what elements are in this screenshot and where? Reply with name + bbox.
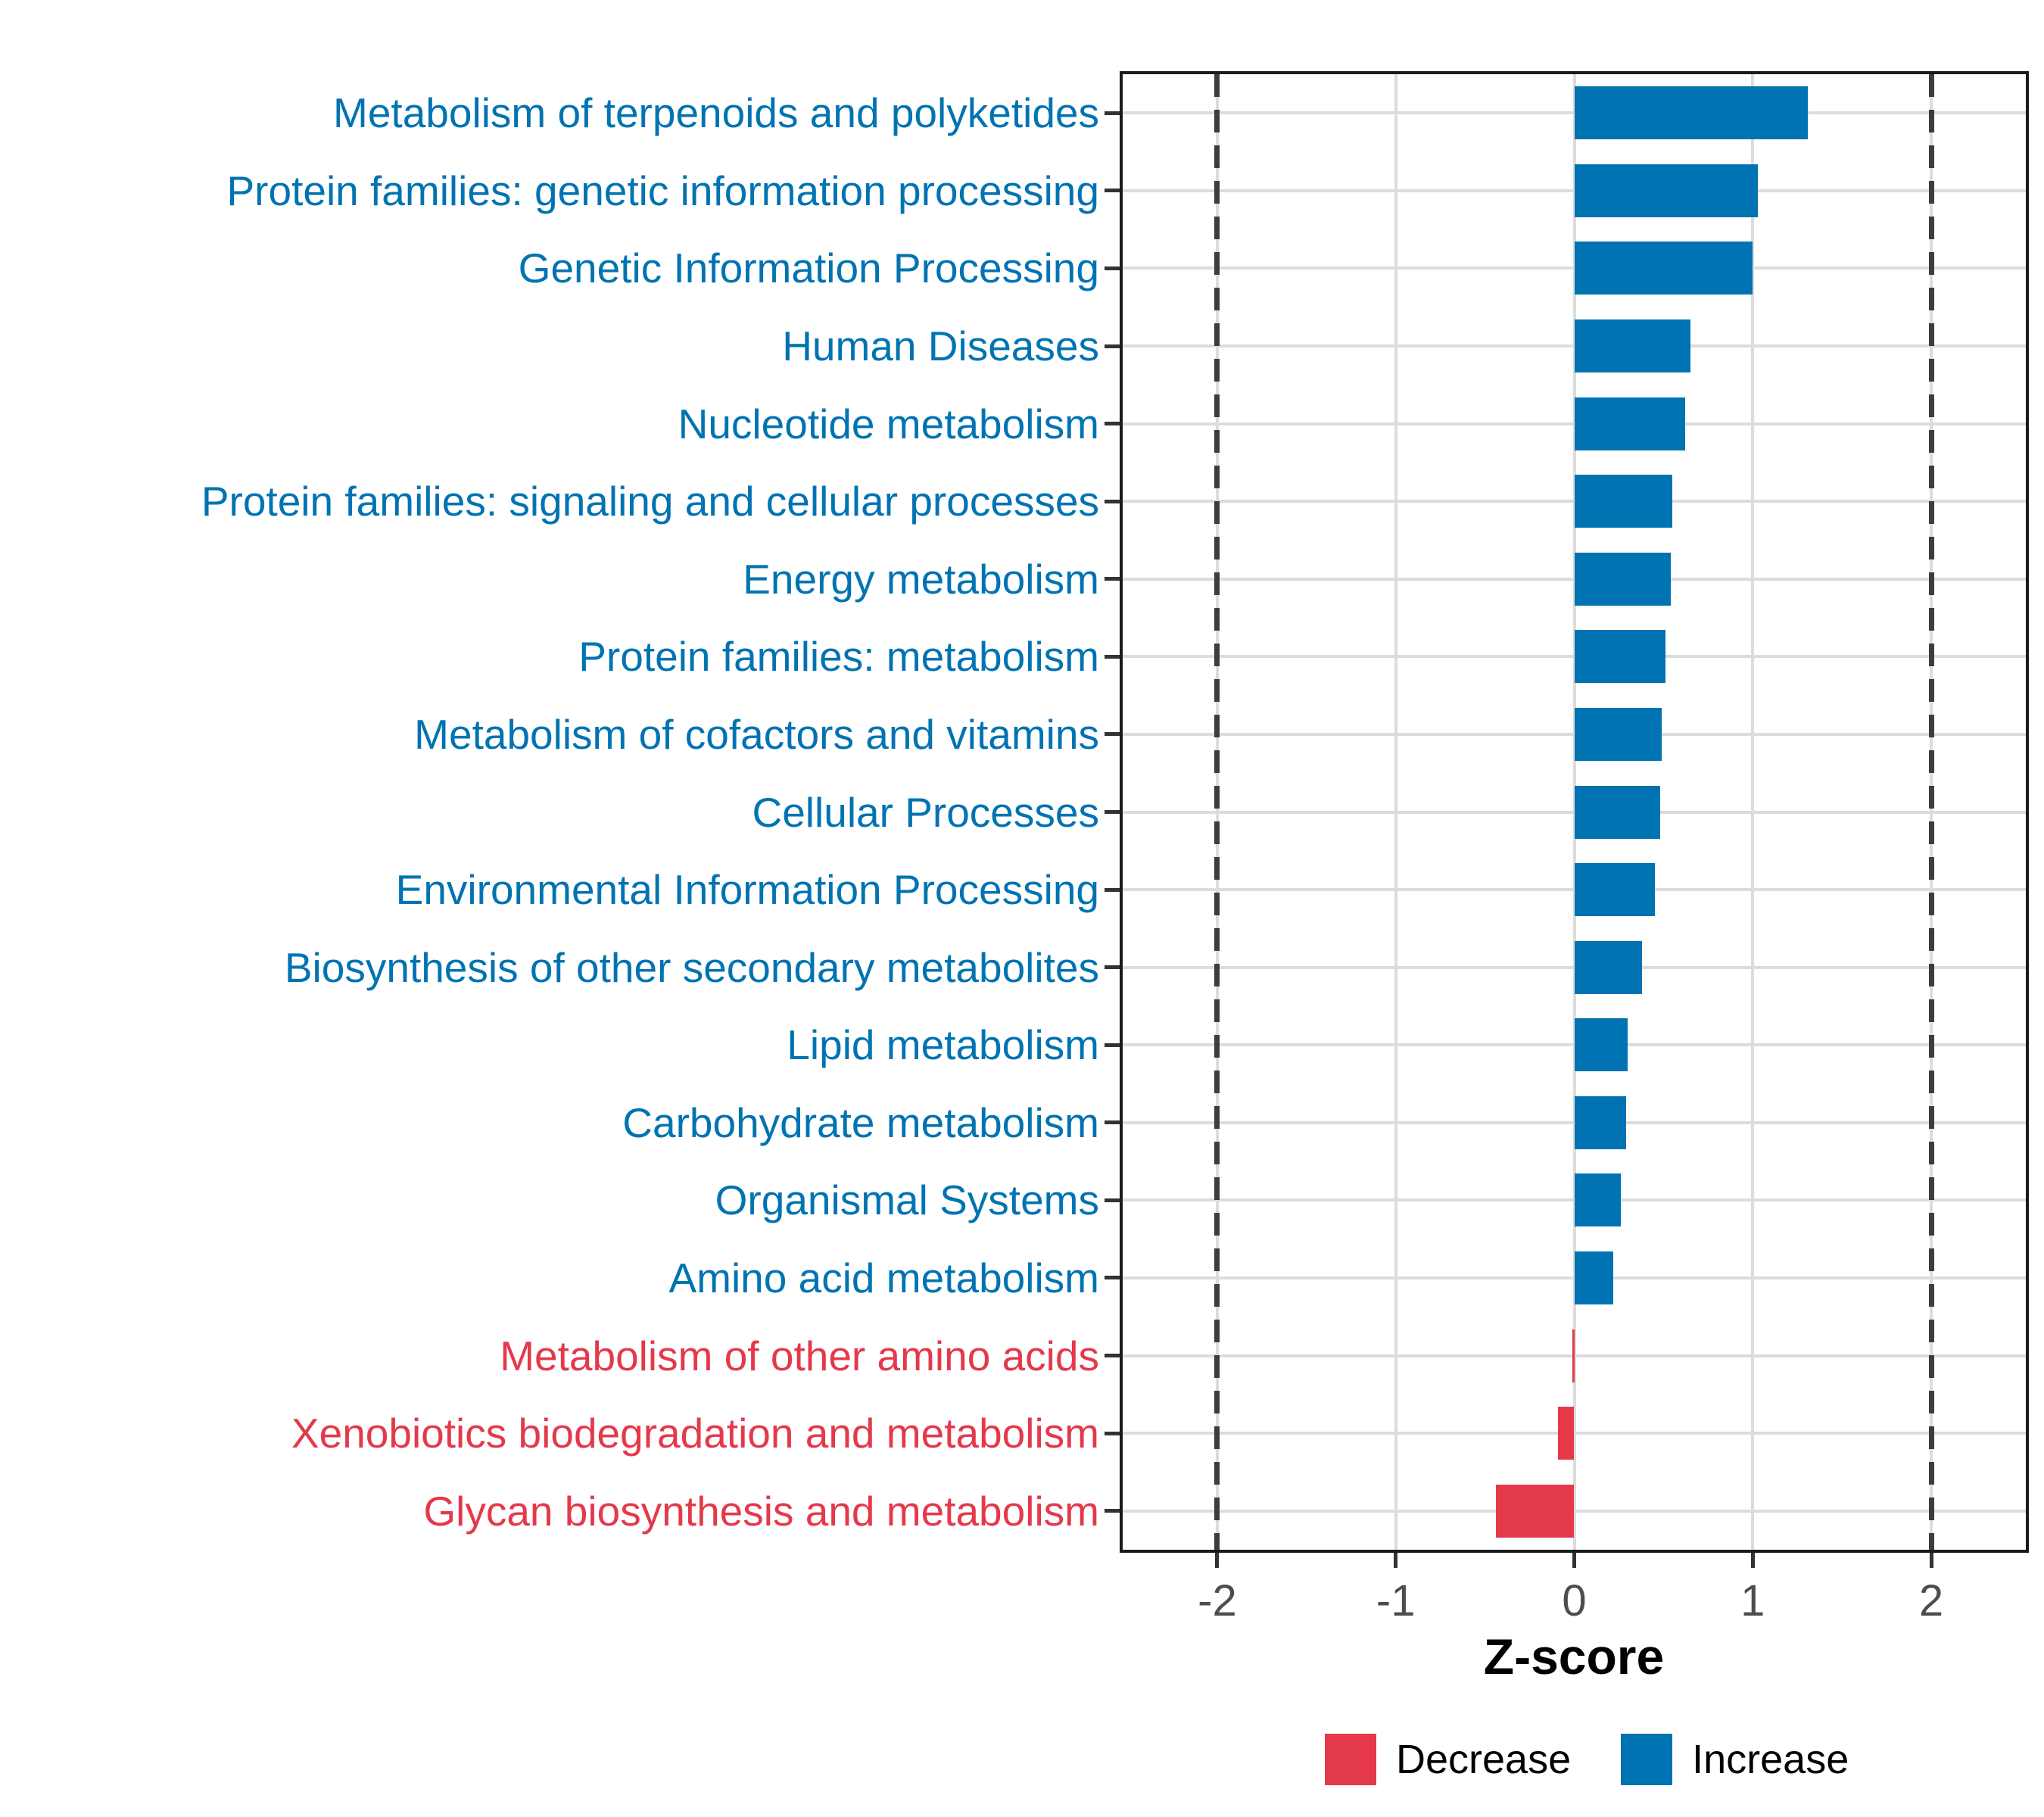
- bar: [1574, 86, 1809, 140]
- category-label: Genetic Information Processing: [518, 245, 1099, 292]
- bar: [1574, 552, 1671, 606]
- y-axis-tick: [1105, 1120, 1120, 1125]
- dashed-reference-line: [1214, 74, 1220, 1550]
- bar: [1574, 1095, 1626, 1149]
- x-axis-tick: [1929, 1553, 1933, 1568]
- bar: [1574, 940, 1643, 994]
- legend: Decrease Increase: [1325, 1732, 1899, 1787]
- bar: [1574, 785, 1660, 839]
- category-label: Carbohydrate metabolism: [622, 1099, 1099, 1146]
- bar: [1574, 242, 1753, 295]
- x-axis-tick-label: 0: [1562, 1576, 1587, 1625]
- legend-key-increase: [1621, 1734, 1673, 1785]
- y-axis-tick: [1105, 732, 1120, 737]
- bar: [1558, 1407, 1575, 1460]
- bar: [1495, 1484, 1575, 1538]
- bar: [1574, 630, 1665, 684]
- category-label: Protein families: genetic information pr…: [226, 167, 1099, 214]
- y-axis-tick: [1105, 344, 1120, 348]
- x-axis-tick-label: -2: [1198, 1576, 1237, 1625]
- legend-label-increase: Increase: [1692, 1737, 1849, 1782]
- category-label: Amino acid metabolism: [668, 1254, 1099, 1301]
- x-axis-tick-label: -1: [1376, 1576, 1416, 1625]
- x-axis-tick-label: 1: [1740, 1576, 1765, 1625]
- gridline-horizontal: [1123, 1354, 2026, 1357]
- y-axis-tick: [1105, 654, 1120, 659]
- y-axis-tick: [1105, 266, 1120, 270]
- y-axis-tick: [1105, 422, 1120, 426]
- category-label: Cellular Processes: [752, 788, 1099, 836]
- y-axis-tick: [1105, 810, 1120, 814]
- bar: [1574, 707, 1662, 761]
- legend-key-decrease: [1325, 1734, 1376, 1785]
- y-axis-tick: [1105, 965, 1120, 970]
- bar: [1574, 319, 1690, 373]
- category-label: Organismal Systems: [715, 1177, 1099, 1224]
- bar: [1574, 1173, 1621, 1227]
- bar: [1574, 397, 1685, 450]
- gridline-horizontal: [1123, 1509, 2026, 1513]
- category-label: Metabolism of terpenoids and polyketides: [333, 89, 1099, 137]
- x-axis-tick: [1215, 1553, 1220, 1568]
- y-axis-tick: [1105, 499, 1120, 503]
- category-label: Biosynthesis of other secondary metaboli…: [284, 943, 1099, 991]
- y-axis-tick: [1105, 1043, 1120, 1047]
- bar: [1572, 1329, 1575, 1382]
- bar: [1574, 164, 1759, 217]
- y-axis-tick: [1105, 577, 1120, 581]
- category-label: Environmental Information Processing: [395, 866, 1099, 914]
- y-axis-tick: [1105, 1354, 1120, 1358]
- category-label: Glycan biosynthesis and metabolism: [423, 1487, 1099, 1535]
- y-axis-tick: [1105, 887, 1120, 892]
- gridline-horizontal: [1123, 1432, 2026, 1435]
- category-label: Energy metabolism: [743, 555, 1099, 603]
- dashed-reference-line: [1928, 74, 1934, 1550]
- category-label: Xenobiotics biodegradation and metabolis…: [291, 1410, 1099, 1457]
- y-axis-tick: [1105, 1198, 1120, 1202]
- y-axis-tick: [1105, 111, 1120, 115]
- y-axis-tick: [1105, 1276, 1120, 1280]
- y-axis-tick: [1105, 1431, 1120, 1435]
- y-axis-tick: [1105, 189, 1120, 193]
- bar: [1574, 863, 1655, 917]
- x-axis-tick: [1394, 1553, 1398, 1568]
- category-label: Metabolism of other amino acids: [500, 1332, 1099, 1379]
- bar: [1574, 1251, 1614, 1304]
- legend-label-decrease: Decrease: [1396, 1737, 1572, 1782]
- plot-panel: [1120, 71, 2029, 1553]
- category-label: Metabolism of cofactors and vitamins: [414, 710, 1099, 758]
- category-label: Lipid metabolism: [787, 1021, 1099, 1069]
- category-label: Protein families: metabolism: [578, 633, 1099, 681]
- x-axis-tick: [1750, 1553, 1755, 1568]
- bar: [1574, 1018, 1628, 1072]
- x-axis-tick-label: 2: [1918, 1576, 1944, 1625]
- y-axis-tick: [1105, 1509, 1120, 1513]
- category-label: Protein families: signaling and cellular…: [201, 478, 1099, 525]
- x-axis-title: Z-score: [1483, 1628, 1665, 1685]
- x-axis-tick: [1572, 1553, 1576, 1568]
- bar: [1574, 475, 1673, 528]
- category-label: Nucleotide metabolism: [678, 400, 1099, 447]
- category-label: Human Diseases: [782, 323, 1099, 370]
